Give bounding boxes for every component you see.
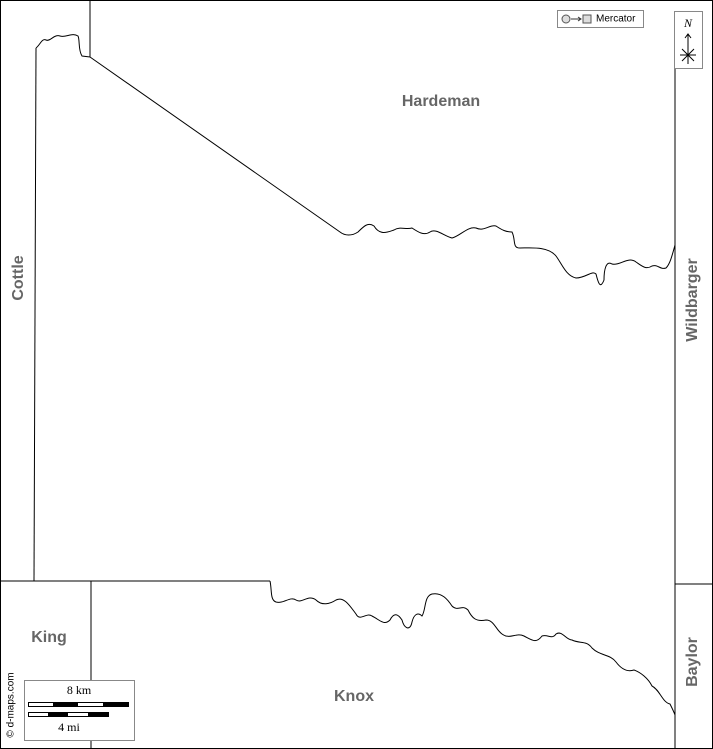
projection-box: Mercator [557, 10, 644, 28]
county-label: Baylor [684, 637, 701, 687]
north-label: N [683, 16, 693, 30]
projection-label: Mercator [596, 14, 636, 25]
scale-bar: 8 km 4 mi [24, 680, 135, 741]
county-label: Hardeman [402, 93, 480, 110]
county-label: Wildbarger [684, 258, 701, 341]
scale-km: 8 km [67, 683, 92, 697]
county-label: Cottle [10, 255, 27, 300]
scale-mi: 4 mi [58, 720, 80, 734]
credit: © d-maps.com [6, 672, 17, 737]
compass: N [674, 11, 703, 69]
county-label: King [31, 629, 67, 646]
county-label: Knox [334, 688, 374, 705]
